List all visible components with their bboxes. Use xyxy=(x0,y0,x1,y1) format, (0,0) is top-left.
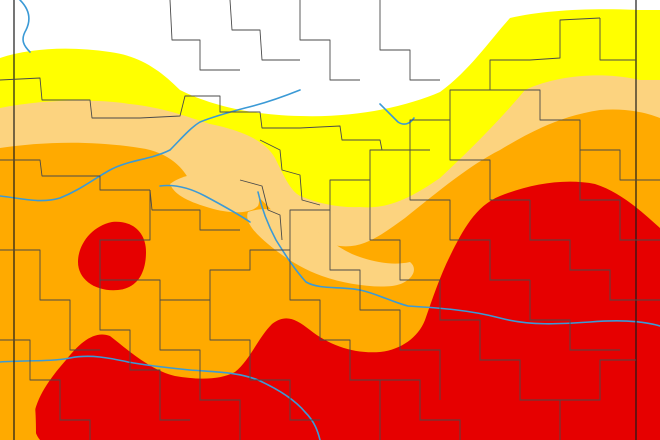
region-d3-main xyxy=(33,181,660,440)
river-south xyxy=(0,355,321,440)
river-arkansas xyxy=(257,191,660,327)
region-d3-west xyxy=(78,221,146,291)
region-d2-south-edge xyxy=(0,383,36,440)
region-d1-pocket-center xyxy=(247,209,414,287)
river-tributary xyxy=(159,184,251,223)
river-north xyxy=(19,0,31,53)
region-d1-pocket-west xyxy=(170,173,260,213)
river-platte xyxy=(0,89,301,202)
